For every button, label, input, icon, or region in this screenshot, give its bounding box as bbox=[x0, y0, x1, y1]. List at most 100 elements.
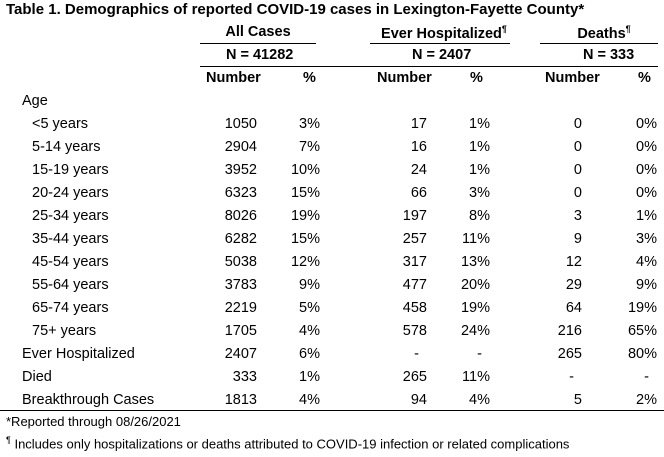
number-cell: 2219 bbox=[224, 300, 257, 316]
number-cell: 0 bbox=[573, 139, 582, 155]
number-cell: 6282 bbox=[224, 231, 257, 247]
number-cell: 0 bbox=[573, 116, 582, 132]
row-label: 25-34 years bbox=[32, 208, 109, 224]
number-cell: 3952 bbox=[224, 162, 257, 178]
percent-cell: 0% bbox=[636, 162, 657, 178]
number-cell: 477 bbox=[402, 277, 427, 293]
number-cell: 265 bbox=[402, 369, 427, 385]
percent-cell: 3% bbox=[636, 231, 657, 247]
number-cell: 2904 bbox=[224, 139, 257, 155]
percent-cell: 24% bbox=[460, 323, 490, 339]
number-cell: 3 bbox=[573, 208, 582, 224]
group-name: Deaths bbox=[577, 25, 626, 42]
footnote-reported: *Reported through 08/26/2021 bbox=[6, 414, 181, 429]
group-header-all-cases: All Cases bbox=[200, 24, 316, 40]
percent-cell: 12% bbox=[290, 254, 320, 270]
percent-cell: 15% bbox=[290, 185, 320, 201]
percent-cell: - bbox=[477, 346, 482, 362]
number-cell: 5038 bbox=[224, 254, 257, 270]
percent-cell: 2% bbox=[636, 392, 657, 408]
number-cell: 257 bbox=[402, 231, 427, 247]
number-cell: 12 bbox=[565, 254, 582, 270]
n-all-cases: N = 41282 bbox=[226, 47, 294, 63]
percent-cell: 6% bbox=[299, 346, 320, 362]
percent-cell: - bbox=[644, 369, 649, 385]
subheader-number: Number bbox=[206, 70, 261, 86]
number-cell: 317 bbox=[402, 254, 427, 270]
percent-cell: 65% bbox=[627, 323, 657, 339]
percent-cell: 5% bbox=[299, 300, 320, 316]
row-label: 20-24 years bbox=[32, 185, 109, 201]
percent-cell: 4% bbox=[469, 392, 490, 408]
number-cell: 16 bbox=[410, 139, 427, 155]
percent-cell: 4% bbox=[299, 323, 320, 339]
group-name: All Cases bbox=[225, 24, 291, 40]
number-cell: 458 bbox=[402, 300, 427, 316]
number-cell: 64 bbox=[565, 300, 582, 316]
number-cell: 0 bbox=[573, 185, 582, 201]
percent-cell: 20% bbox=[460, 277, 490, 293]
number-cell: - bbox=[569, 369, 574, 385]
percent-cell: 3% bbox=[469, 185, 490, 201]
footnote-text: Includes only hospitalizations or deaths… bbox=[10, 436, 570, 452]
group-underline bbox=[370, 43, 510, 44]
footer-divider bbox=[0, 410, 664, 411]
table-title: Table 1. Demographics of reported COVID-… bbox=[6, 1, 585, 18]
percent-cell: 9% bbox=[636, 277, 657, 293]
number-cell: 216 bbox=[557, 323, 582, 339]
group-underline bbox=[540, 43, 658, 44]
number-cell: 8026 bbox=[224, 208, 257, 224]
percent-cell: 19% bbox=[460, 300, 490, 316]
paragraph-mark: ¶ bbox=[625, 24, 631, 34]
percent-cell: 11% bbox=[462, 369, 490, 385]
percent-cell: 3% bbox=[299, 116, 320, 132]
row-label: 35-44 years bbox=[32, 231, 109, 247]
number-cell: 333 bbox=[232, 369, 257, 385]
number-cell: 9 bbox=[573, 231, 582, 247]
row-label: 55-64 years bbox=[32, 277, 109, 293]
percent-cell: 7% bbox=[299, 139, 320, 155]
row-label: 45-54 years bbox=[32, 254, 109, 270]
subheader-pct: % bbox=[470, 70, 483, 86]
percent-cell: 0% bbox=[636, 116, 657, 132]
row-label: 75+ years bbox=[32, 323, 97, 339]
percent-cell: 15% bbox=[290, 231, 320, 247]
row-label: 15-19 years bbox=[32, 162, 109, 178]
percent-cell: 11% bbox=[462, 231, 490, 247]
row-label: <5 years bbox=[32, 116, 89, 132]
percent-cell: 1% bbox=[469, 139, 490, 155]
group-underline bbox=[200, 43, 316, 44]
subheader-pct: % bbox=[303, 70, 316, 86]
number-cell: 66 bbox=[410, 185, 427, 201]
percent-cell: 1% bbox=[636, 208, 657, 224]
number-cell: 1705 bbox=[224, 323, 257, 339]
footnote-paragraph: ¶ Includes only hospitalizations or deat… bbox=[6, 435, 569, 451]
number-cell: 5 bbox=[573, 392, 582, 408]
percent-cell: 4% bbox=[636, 254, 657, 270]
footnote-text: *Reported through 08/26/2021 bbox=[6, 414, 181, 429]
percent-cell: 9% bbox=[299, 277, 320, 293]
n-ever-hospitalized: N = 2407 bbox=[412, 47, 472, 63]
subheader-number: Number bbox=[545, 70, 600, 86]
number-cell: 578 bbox=[402, 323, 427, 339]
number-cell: 17 bbox=[410, 116, 427, 132]
number-cell: 265 bbox=[557, 346, 582, 362]
percent-cell: 0% bbox=[636, 185, 657, 201]
percent-cell: 8% bbox=[469, 208, 490, 224]
percent-cell: 4% bbox=[299, 392, 320, 408]
number-cell: 6323 bbox=[224, 185, 257, 201]
number-cell: 94 bbox=[410, 392, 427, 408]
row-label: 5-14 years bbox=[32, 139, 101, 155]
subheader-pct: % bbox=[638, 70, 651, 86]
row-label: 65-74 years bbox=[32, 300, 109, 316]
number-cell: 24 bbox=[410, 162, 427, 178]
group-header-ever-hospitalized: Ever Hospitalized¶ bbox=[370, 24, 518, 42]
group-header-deaths: Deaths¶ bbox=[550, 24, 658, 42]
paragraph-mark: ¶ bbox=[6, 435, 11, 445]
group-name: Ever Hospitalized bbox=[381, 25, 502, 42]
percent-cell: 1% bbox=[469, 116, 490, 132]
percent-cell: 1% bbox=[299, 369, 320, 385]
number-cell: - bbox=[414, 346, 419, 362]
paragraph-mark: ¶ bbox=[501, 24, 507, 34]
row-label: Breakthrough Cases bbox=[22, 392, 155, 408]
